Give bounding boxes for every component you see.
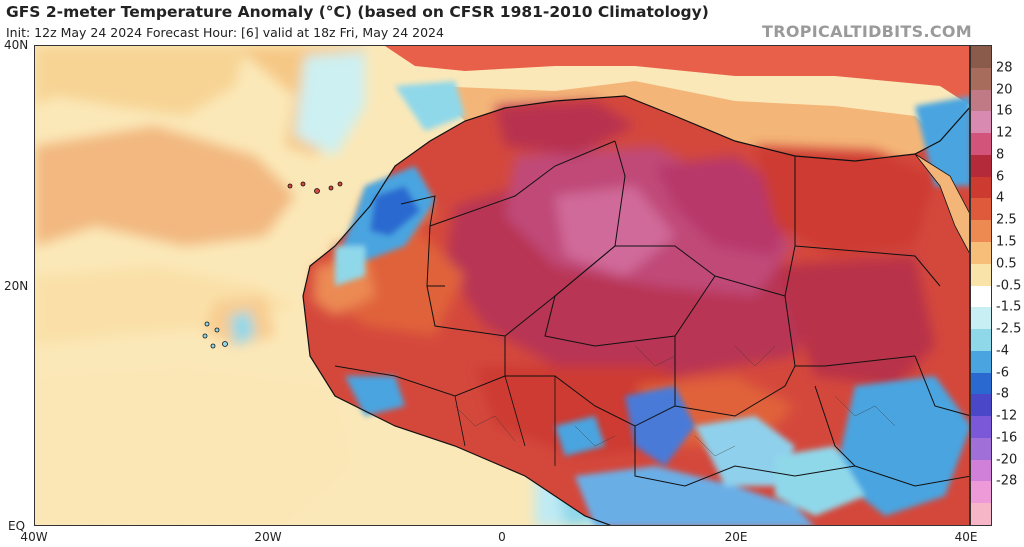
colorbar-tick-label: 1.5 [996, 234, 1017, 250]
colorbar-segment [971, 394, 991, 417]
colorbar-tick-label: 6 [996, 169, 1005, 185]
colorbar-segment [971, 285, 991, 308]
colorbar-tick-label: -8 [996, 386, 1009, 402]
credit-watermark: TROPICALTIDBITS.COM [762, 22, 972, 41]
colorbar-tick-label: 2.5 [996, 212, 1017, 228]
colorbar [970, 45, 992, 526]
colorbar-segment [971, 372, 991, 395]
land-anomaly-field [313, 101, 935, 456]
colorbar-tick-label: -0.5 [996, 278, 1022, 293]
lat-label-40n: 40N [4, 38, 29, 52]
colorbar-tick-label: -20 [996, 452, 1018, 468]
colorbar-segment [971, 154, 991, 178]
colorbar-segment [971, 46, 991, 69]
colorbar-tick-label: 12 [996, 125, 1013, 141]
map-subtitle: Init: 12z May 24 2024 Forecast Hour: [6]… [6, 25, 444, 40]
colorbar-tick-label: 4 [996, 190, 1005, 206]
colorbar-segment [971, 67, 991, 91]
lon-label-20w: 20W [254, 530, 282, 544]
lon-label-40w: 40W [20, 530, 48, 544]
province-borders [454, 345, 896, 457]
colorbar-segment [971, 89, 991, 112]
colorbar-segment [971, 350, 991, 374]
lon-label-40e: 40E [954, 530, 978, 544]
colorbar-segment [971, 329, 991, 352]
mediterranean-sea [430, 81, 940, 161]
colorbar-segment [971, 111, 991, 134]
colorbar-tick-label: 16 [996, 103, 1013, 119]
lat-label-20n: 20N [4, 279, 29, 293]
lon-label-0: 0 [498, 530, 506, 544]
red-sea [914, 153, 969, 254]
lon-label-20e: 20E [724, 530, 748, 544]
colorbar-tick-label: 0.5 [996, 256, 1017, 272]
cool-anomaly-patches [335, 81, 969, 525]
country-borders [302, 95, 969, 525]
colorbar-tick-label: 8 [996, 147, 1005, 163]
colorbar-segment [971, 241, 991, 265]
colorbar-segment [971, 437, 991, 461]
colorbar-tick-label: -12 [996, 408, 1018, 424]
colorbar-segment [971, 481, 991, 504]
colorbar-segment [971, 263, 991, 286]
colorbar-segment [971, 198, 991, 221]
colorbar-segment [971, 503, 991, 526]
colorbar-tick-label: -16 [996, 430, 1018, 446]
map-title: GFS 2-meter Temperature Anomaly (°C) (ba… [6, 3, 709, 21]
map-canvas [35, 46, 969, 525]
colorbar-tick-label: 28 [996, 60, 1013, 76]
colorbar-tick-label: -28 [996, 473, 1018, 489]
colorbar-segment [971, 416, 991, 439]
temperature-anomaly-map [34, 45, 970, 526]
colorbar-tick-label: -1.5 [996, 299, 1022, 315]
colorbar-tick-label: -2.5 [996, 321, 1022, 337]
lat-label-eq: EQ [8, 519, 26, 533]
canary-islands [287, 181, 343, 194]
colorbar-tick-label: -6 [996, 365, 1009, 381]
colorbar-segment [971, 459, 991, 482]
colorbar-tick-label: 20 [996, 82, 1013, 98]
colorbar-segment [971, 133, 991, 156]
colorbar-segment [971, 307, 991, 330]
colorbar-tick-label: -4 [996, 343, 1009, 359]
europe-land [385, 46, 969, 105]
ocean-anomaly-patches [35, 46, 695, 525]
cape-verde-islands [202, 321, 228, 349]
colorbar-segment [971, 176, 991, 199]
colorbar-segment [971, 220, 991, 243]
